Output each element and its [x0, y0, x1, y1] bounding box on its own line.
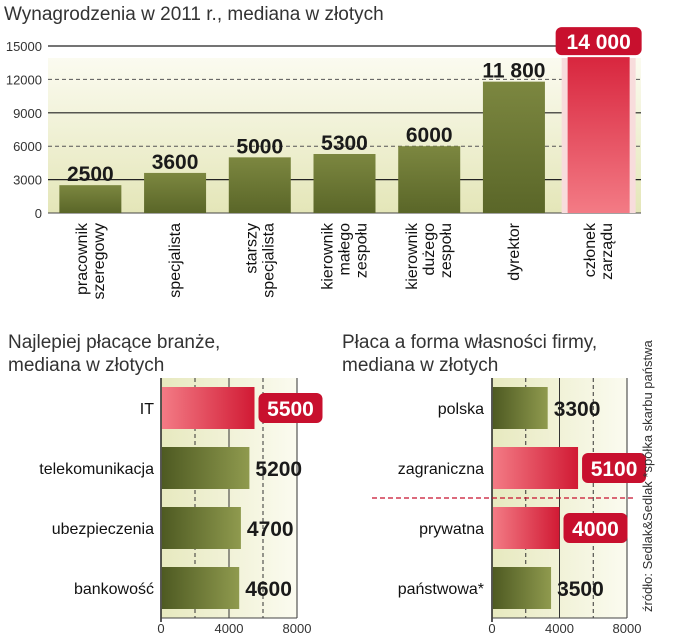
- chart-1-category-line: kierownik: [404, 222, 421, 290]
- chart-1-category-line: zespołu: [354, 223, 371, 278]
- chart-1-value-label: 5000: [236, 135, 283, 158]
- chart-1-value-badge: [555, 27, 642, 56]
- source-note: źródło: Sedlak&Sedlak *spółka skarbu pań…: [640, 340, 655, 612]
- chart-1-category-line: pracownik: [74, 222, 91, 295]
- chart-1-bar: [567, 57, 630, 214]
- chart-2-value-label: 4700: [247, 518, 294, 541]
- chart-2-value-label-badge: [258, 393, 323, 423]
- chart-1-bar: [482, 81, 545, 213]
- chart-1-value-label: 3600: [152, 151, 199, 174]
- chart-1-value-label: 11 800: [482, 60, 545, 83]
- chart-1-category-line: szeregowy: [91, 223, 108, 299]
- chart-2-xtick-label: 0: [157, 621, 164, 636]
- chart-3-bar: [493, 387, 548, 429]
- chart-1-bar: [59, 185, 122, 213]
- chart-3-bar: [493, 507, 560, 549]
- chart-3-category-label: zagraniczna: [398, 461, 484, 478]
- chart-3-xtick-label: 8000: [613, 621, 642, 636]
- chart-1-value-label: 14 000: [567, 31, 631, 54]
- chart-3-bar: [493, 567, 552, 609]
- chart-2-value-label: 4600: [245, 578, 292, 601]
- chart-1-ytick-label: 9000: [13, 106, 42, 121]
- chart-2-title-line: Najlepiej płacące branże,: [8, 332, 220, 353]
- chart-3-value-label-badge: [563, 513, 628, 543]
- chart-1-category-line: małego: [337, 223, 354, 276]
- chart-1-title: Wynagrodzenia w 2011 r., mediana w złoty…: [4, 4, 384, 25]
- chart-1-category-label: kierownik dużego zespołu: [404, 222, 455, 290]
- chart-2-category-label: ubezpieczenia: [52, 521, 154, 538]
- chart-3-value-label: 3500: [557, 578, 604, 601]
- chart-3-bar: [493, 447, 579, 489]
- chart-2-category-label: IT: [140, 401, 154, 418]
- chart-1-category-line: zespołu: [438, 223, 455, 278]
- chart-2-title-line: mediana w złotych: [8, 355, 164, 376]
- chart-1-category-label: dyrektor: [506, 222, 523, 280]
- chart-1-category-line: kierownik: [320, 222, 337, 290]
- chart-1-category-label: pracownik szeregowy: [74, 222, 108, 299]
- chart-1-category-label: starszy specjalista: [243, 223, 277, 298]
- chart-2-category-label: telekomunikacja: [39, 461, 154, 478]
- chart-3-value-label: 3300: [554, 398, 601, 421]
- source-note-text: źródło: Sedlak&Sedlak *spółka skarbu pań…: [640, 340, 655, 612]
- chart-2-bar: [162, 507, 241, 549]
- chart-2-value-label: 5200: [255, 458, 302, 481]
- chart-3-value-label: 5100: [591, 458, 638, 481]
- chart-1-category-label: specjalista: [167, 223, 184, 298]
- chart-1-category-line: członek: [582, 222, 599, 277]
- chart-3-title-line: mediana w złotych: [342, 355, 498, 376]
- chart-1-category-label: członek zarządu: [582, 222, 616, 280]
- chart-1-category-line: dużego: [421, 223, 438, 276]
- chart-3-value-label-badge: [582, 453, 647, 483]
- chart-1-bar: [398, 146, 461, 213]
- chart-1-category-label: kierownik małego zespołu: [320, 222, 371, 290]
- chart-1-bar: [144, 172, 207, 213]
- chart-2-xtick-label: 8000: [283, 621, 312, 636]
- chart-1-ytick-label: 6000: [13, 139, 42, 154]
- chart-1-bar: [313, 153, 376, 213]
- chart-3-value-label: 4000: [572, 518, 619, 541]
- chart-1-category-line: specjalista: [260, 223, 277, 298]
- chart-1-ytick-label: 15000: [6, 39, 42, 54]
- chart-1-value-label: 6000: [406, 124, 453, 147]
- chart-1-ytick-label: 0: [35, 206, 42, 221]
- chart-1-category-line: starszy: [243, 223, 260, 274]
- chart-1-value-label: 5300: [321, 132, 368, 155]
- chart-1-value-label: 2500: [67, 163, 114, 186]
- chart-2-value-label: 5500: [267, 398, 314, 421]
- chart-3-category-label: polska: [438, 401, 484, 418]
- chart-2-category-label: bankowość: [74, 581, 154, 598]
- chart-3-category-label: państwowa*: [398, 581, 484, 598]
- chart-3-category-label: prywatna: [419, 521, 484, 538]
- chart-2-bar: [162, 447, 250, 489]
- chart-2-bar: [162, 387, 255, 429]
- chart-3-xtick-label: 0: [488, 621, 495, 636]
- chart-3-xtick-label: 4000: [545, 621, 574, 636]
- chart-1-category-line: zarządu: [599, 223, 616, 280]
- chart-1-ytick-label: 3000: [13, 173, 42, 188]
- chart-1-bar: [228, 157, 291, 213]
- chart-1-category-line: dyrektor: [506, 222, 523, 280]
- chart-2-bar: [162, 567, 240, 609]
- chart-2-xtick-label: 4000: [215, 621, 244, 636]
- chart-1-category-line: specjalista: [167, 223, 184, 298]
- chart-1-ytick-label: 12000: [6, 72, 42, 87]
- chart-3-title-line: Płaca a forma własności firmy,: [342, 332, 597, 353]
